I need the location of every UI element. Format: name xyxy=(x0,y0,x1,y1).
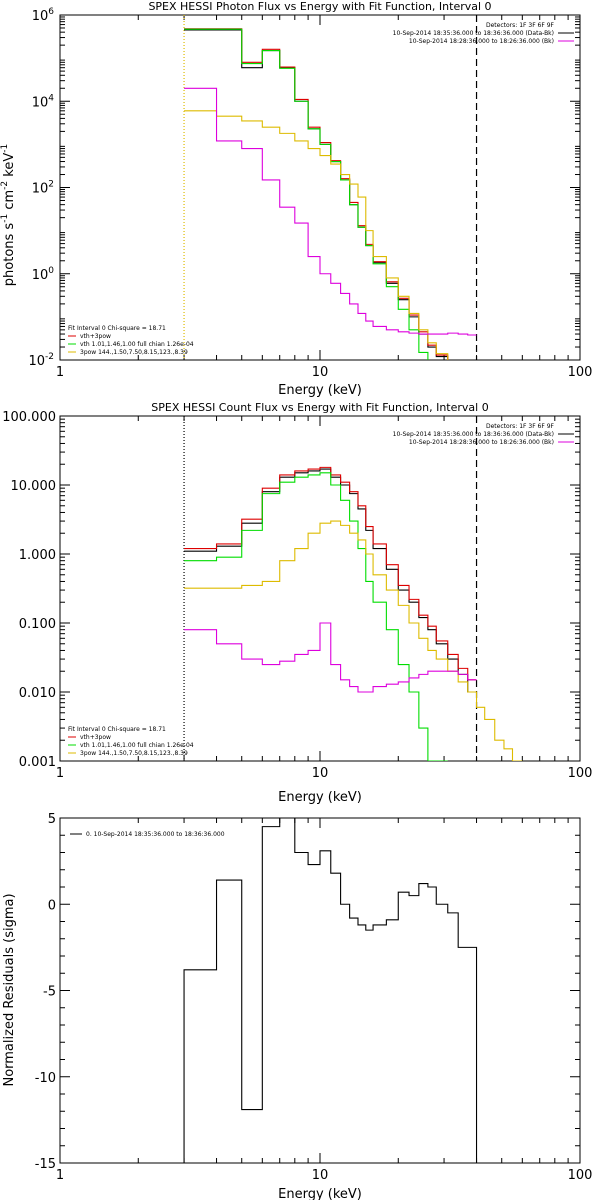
panel1-xlabel: Energy (keV) xyxy=(278,383,362,398)
legend-entry-text: 10-Sep-2014 18:35:36.000 to 18:36:36.000… xyxy=(393,431,554,438)
panel1-ylabel-sup1: -1 xyxy=(0,214,10,223)
panel1-ylabel-sup3: -1 xyxy=(0,144,10,153)
panel1-ylabel-main: photons s xyxy=(2,223,17,287)
residuals-panel: 1 10 100 5 0 -5 -10 -15 Energy (keV) Normalized… xyxy=(2,812,592,1200)
series-line-vth+3pow xyxy=(184,28,449,360)
legend-entry-text: Fit Interval 0 Chi-square = 18.71 xyxy=(68,325,166,332)
count-flux-panel: SPEX HESSI Count Flux vs Energy with Fit… xyxy=(2,401,592,805)
legend-entry-text: vth 1.01,1.46,1.00 full chian 1.26e-04 xyxy=(80,341,194,348)
panel3-xlabel: Energy (keV) xyxy=(278,1187,362,1200)
series-line-vth xyxy=(184,472,448,761)
y-tick-label: 104 xyxy=(32,93,55,110)
y-tick-label: -10 xyxy=(35,1071,56,1086)
legend-entry-text: vth+3pow xyxy=(80,333,111,340)
legend-entry-text: 0. 10-Sep-2014 18:35:36.000 to 18:36:36.… xyxy=(86,831,225,838)
series-line-bk xyxy=(184,622,477,693)
series-line-vth+3pow xyxy=(184,466,477,681)
y-tick-label: 0.100 xyxy=(19,617,56,632)
panel1-ylabel-kev: keV xyxy=(2,153,17,177)
x-tick-label: 10 xyxy=(312,1168,329,1183)
legend-entry-text: Fit Interval 0 Chi-square = 18.71 xyxy=(68,726,166,733)
y-tick-label: 102 xyxy=(32,180,54,197)
panel3-frame xyxy=(59,817,581,1164)
y-tick-label: -5 xyxy=(43,985,56,1000)
x-tick-label: 100 xyxy=(568,365,593,380)
legend-entry-text: Detectors: 1F 3F 6F 9F xyxy=(486,423,555,430)
series-line-3pow xyxy=(184,520,523,761)
y-tick-label: -15 xyxy=(35,1157,56,1172)
legend-entry-text: 3pow 144.,1.50,7.50,8.15,123.,8.39 xyxy=(80,750,188,757)
x-tick-label: 1 xyxy=(56,766,64,781)
panel1-title: SPEX HESSI Photon Flux vs Energy with Fi… xyxy=(148,0,491,13)
panel1-ylabel-cm: cm xyxy=(2,190,17,210)
y-tick-label: 0.010 xyxy=(19,686,56,701)
legend-entry-text: 3pow 144.,1.50,7.50,8.15,123.,8.39 xyxy=(80,349,188,356)
y-tick-label: 10-2 xyxy=(28,352,54,369)
legend-entry-text: Detectors: 1F 3F 6F 9F xyxy=(486,22,555,29)
x-tick-label: 100 xyxy=(568,1168,593,1183)
y-tick-label: 106 xyxy=(32,7,55,24)
series-line-data xyxy=(184,29,449,360)
legend-entry-text: 10-Sep-2014 18:28:36.000 to 18:26:36.000… xyxy=(409,38,554,45)
panel3-ylabel: Normalized Residuals (sigma) xyxy=(2,893,17,1086)
x-tick-label: 100 xyxy=(568,766,593,781)
panel2-title: SPEX HESSI Count Flux vs Energy with Fit… xyxy=(151,401,488,414)
panel1-ylabel-sup2: -2 xyxy=(0,181,10,190)
y-tick-label: 100 xyxy=(32,266,55,283)
panel2-xlabel: Energy (keV) xyxy=(278,790,362,805)
photon-flux-panel: SPEX HESSI Photon Flux vs Energy with Fi… xyxy=(0,0,592,398)
y-tick-label: 10.000 xyxy=(11,479,57,494)
legend-entry-text: vth 1.01,1.46,1.00 full chian 1.26e-04 xyxy=(80,742,194,749)
x-tick-label: 1 xyxy=(56,1168,64,1183)
x-tick-label: 1 xyxy=(56,365,64,380)
series-line-residuals xyxy=(183,818,478,1163)
series-line-vth xyxy=(184,28,429,360)
y-tick-label: 1.000 xyxy=(19,548,56,563)
panel1-ylabel: photons s-1 cm-2 keV-1 xyxy=(0,144,17,286)
legend-entry-text: 10-Sep-2014 18:35:36.000 to 18:36:36.000… xyxy=(393,30,554,37)
legend-entry-text: vth+3pow xyxy=(80,734,111,741)
series-line-3pow xyxy=(184,110,449,360)
x-tick-label: 10 xyxy=(312,766,329,781)
x-tick-label: 10 xyxy=(312,365,329,380)
y-tick-label: 0 xyxy=(48,898,56,913)
panel1-frame xyxy=(59,14,581,361)
legend-entry-text: 10-Sep-2014 18:28:36.000 to 18:26:36.000… xyxy=(409,439,554,446)
y-tick-label: 0.001 xyxy=(19,755,56,770)
y-tick-label: 5 xyxy=(48,812,56,827)
y-tick-label: 100.000 xyxy=(2,410,56,425)
series-line-bk xyxy=(184,87,477,336)
